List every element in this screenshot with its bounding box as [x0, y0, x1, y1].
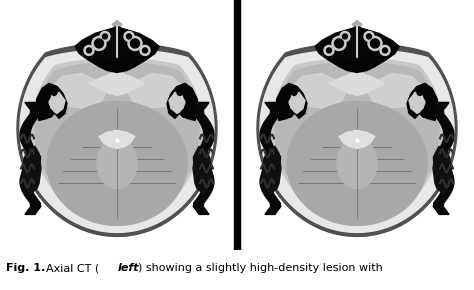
Polygon shape — [89, 70, 145, 95]
Polygon shape — [112, 20, 122, 26]
Polygon shape — [22, 146, 41, 193]
Polygon shape — [260, 102, 281, 214]
Polygon shape — [329, 70, 385, 95]
Circle shape — [332, 37, 346, 50]
Circle shape — [51, 89, 57, 95]
Polygon shape — [167, 84, 199, 120]
Circle shape — [128, 37, 142, 50]
Polygon shape — [315, 26, 399, 72]
Circle shape — [327, 48, 331, 53]
Circle shape — [364, 31, 374, 41]
Circle shape — [285, 109, 293, 117]
Text: Axial CT (: Axial CT ( — [39, 263, 99, 273]
Circle shape — [368, 37, 382, 50]
Circle shape — [383, 48, 388, 53]
Circle shape — [94, 39, 103, 48]
Polygon shape — [272, 59, 442, 220]
Polygon shape — [35, 62, 199, 216]
Polygon shape — [339, 130, 375, 148]
Circle shape — [84, 46, 94, 55]
Circle shape — [44, 93, 50, 99]
Circle shape — [143, 48, 147, 53]
Polygon shape — [289, 93, 305, 113]
Text: left: left — [118, 263, 139, 273]
Polygon shape — [20, 49, 214, 232]
Polygon shape — [47, 102, 187, 225]
Circle shape — [343, 34, 347, 39]
Polygon shape — [97, 138, 137, 188]
Circle shape — [184, 93, 190, 99]
Polygon shape — [20, 102, 41, 214]
Polygon shape — [193, 102, 214, 214]
Polygon shape — [367, 73, 422, 108]
Polygon shape — [32, 59, 202, 220]
Circle shape — [366, 34, 372, 39]
Polygon shape — [169, 93, 185, 113]
Polygon shape — [35, 84, 67, 120]
Circle shape — [291, 89, 297, 95]
Circle shape — [335, 39, 344, 48]
Circle shape — [371, 39, 380, 48]
Circle shape — [421, 109, 429, 117]
Circle shape — [124, 31, 134, 41]
Circle shape — [102, 34, 108, 39]
Circle shape — [426, 102, 434, 110]
Circle shape — [40, 102, 48, 110]
Polygon shape — [193, 146, 212, 193]
Text: ) showing a slightly high-density lesion with: ) showing a slightly high-density lesion… — [138, 263, 383, 273]
Text: Fig. 1.: Fig. 1. — [6, 263, 46, 273]
Circle shape — [181, 109, 189, 117]
Circle shape — [186, 102, 194, 110]
Circle shape — [324, 46, 334, 55]
Circle shape — [340, 31, 350, 41]
Circle shape — [86, 48, 91, 53]
Circle shape — [92, 37, 106, 50]
Polygon shape — [433, 102, 454, 214]
Polygon shape — [433, 146, 452, 193]
Circle shape — [380, 46, 390, 55]
Polygon shape — [17, 43, 217, 236]
Polygon shape — [287, 102, 427, 225]
Circle shape — [284, 93, 290, 99]
Circle shape — [177, 89, 183, 95]
Polygon shape — [52, 73, 107, 108]
Polygon shape — [99, 130, 135, 148]
Polygon shape — [127, 73, 182, 108]
Circle shape — [100, 31, 110, 41]
Polygon shape — [409, 93, 425, 113]
Circle shape — [127, 34, 131, 39]
Polygon shape — [262, 146, 281, 193]
Circle shape — [45, 109, 53, 117]
Polygon shape — [99, 58, 135, 72]
Circle shape — [130, 39, 139, 48]
Polygon shape — [75, 26, 159, 72]
Polygon shape — [275, 84, 307, 120]
Polygon shape — [257, 43, 457, 236]
Polygon shape — [407, 84, 439, 120]
Polygon shape — [260, 49, 454, 232]
Circle shape — [280, 102, 288, 110]
Polygon shape — [339, 58, 375, 72]
Polygon shape — [337, 138, 377, 188]
Circle shape — [424, 93, 430, 99]
Polygon shape — [275, 62, 439, 216]
Polygon shape — [234, 0, 240, 251]
Circle shape — [140, 46, 150, 55]
Polygon shape — [49, 93, 65, 113]
Polygon shape — [292, 73, 347, 108]
Polygon shape — [352, 20, 362, 26]
Circle shape — [417, 89, 423, 95]
